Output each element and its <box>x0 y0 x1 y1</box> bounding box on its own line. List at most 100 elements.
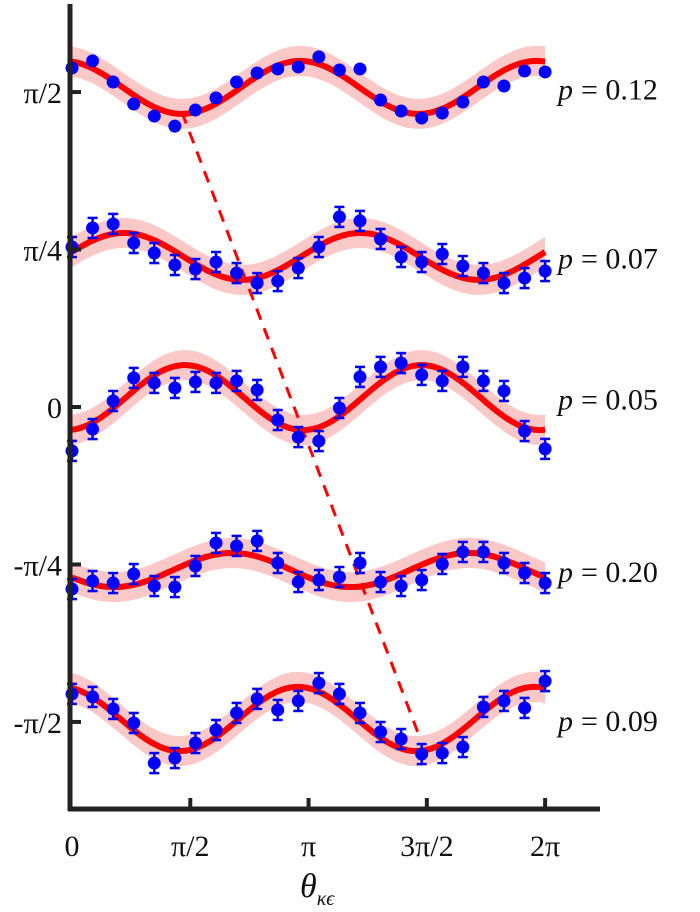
data-point <box>291 60 305 74</box>
marker <box>250 66 264 80</box>
data-points <box>65 50 552 775</box>
marker <box>291 430 305 444</box>
p-symbol: p <box>556 242 573 275</box>
marker <box>188 375 202 389</box>
marker <box>127 716 141 730</box>
marker <box>353 556 367 570</box>
data-point <box>353 551 367 575</box>
data-point <box>476 369 490 393</box>
marker <box>312 676 326 690</box>
data-point <box>538 437 552 461</box>
x-tick-label: 2π <box>530 830 560 863</box>
data-point <box>353 209 367 233</box>
marker <box>127 236 141 250</box>
marker <box>168 258 182 272</box>
marker <box>168 381 182 395</box>
data-point <box>271 551 285 575</box>
marker <box>353 62 367 76</box>
marker <box>106 576 120 590</box>
data-point <box>435 106 449 120</box>
data-point <box>168 376 182 400</box>
marker <box>518 64 532 78</box>
marker <box>332 63 346 77</box>
data-point <box>353 365 367 389</box>
marker <box>127 97 141 111</box>
data-point <box>538 259 552 283</box>
data-point <box>435 552 449 576</box>
marker <box>168 119 182 133</box>
marker <box>312 573 326 587</box>
data-point <box>374 720 388 744</box>
y-tick-label: -π/2 <box>14 707 62 740</box>
y-tick-label: π/2 <box>24 77 62 110</box>
data-point <box>147 371 161 395</box>
marker <box>230 266 244 280</box>
marker <box>291 575 305 589</box>
data-point <box>147 109 161 123</box>
marker <box>538 674 552 688</box>
p-value: = 0.05 <box>581 384 658 417</box>
data-point <box>86 685 100 709</box>
data-point <box>86 569 100 593</box>
marker <box>497 694 511 708</box>
marker <box>435 247 449 261</box>
marker <box>230 706 244 720</box>
marker <box>332 570 346 584</box>
marker <box>230 75 244 89</box>
data-point <box>188 257 202 281</box>
marker <box>456 545 470 559</box>
data-point <box>209 91 223 105</box>
data-point <box>106 697 120 721</box>
x-tick-label: 3π/2 <box>400 830 453 863</box>
data-point <box>497 551 511 575</box>
data-point <box>456 355 470 379</box>
fit-curve <box>71 683 546 754</box>
data-point <box>86 417 100 441</box>
x-tick-label: π/2 <box>171 830 209 863</box>
data-point <box>168 253 182 277</box>
marker <box>209 723 223 737</box>
marker <box>394 579 408 593</box>
marker <box>250 692 264 706</box>
marker <box>168 580 182 594</box>
marker <box>374 232 388 246</box>
p-symbol: p <box>556 556 573 589</box>
confidence-bands <box>72 45 546 767</box>
data-point <box>271 698 285 722</box>
confidence-band <box>72 537 546 603</box>
data-point <box>147 574 161 598</box>
marker <box>374 360 388 374</box>
data-point <box>209 531 223 555</box>
data-point <box>86 216 100 240</box>
marker <box>271 556 285 570</box>
series-labels: p = 0.12p = 0.07p = 0.05p = 0.20p = 0.09 <box>556 73 658 738</box>
marker <box>209 376 223 390</box>
marker <box>497 384 511 398</box>
marker <box>127 567 141 581</box>
marker <box>332 210 346 224</box>
data-point <box>353 701 367 725</box>
marker <box>374 93 388 107</box>
data-point <box>538 669 552 693</box>
marker <box>86 422 100 436</box>
fit-curve <box>71 57 546 117</box>
marker <box>497 556 511 570</box>
data-point <box>127 97 141 111</box>
data-point <box>394 574 408 598</box>
data-point <box>332 396 346 420</box>
marker <box>312 50 326 64</box>
marker <box>86 54 100 68</box>
data-point <box>394 727 408 751</box>
y-tick-label: 0 <box>47 392 62 425</box>
data-point <box>415 250 429 274</box>
data-point <box>497 271 511 295</box>
data-point <box>106 75 120 89</box>
data-point <box>374 227 388 251</box>
marker <box>291 694 305 708</box>
marker <box>538 442 552 456</box>
data-point <box>106 571 120 595</box>
marker <box>188 736 202 750</box>
data-point <box>518 64 532 78</box>
data-point <box>291 570 305 594</box>
